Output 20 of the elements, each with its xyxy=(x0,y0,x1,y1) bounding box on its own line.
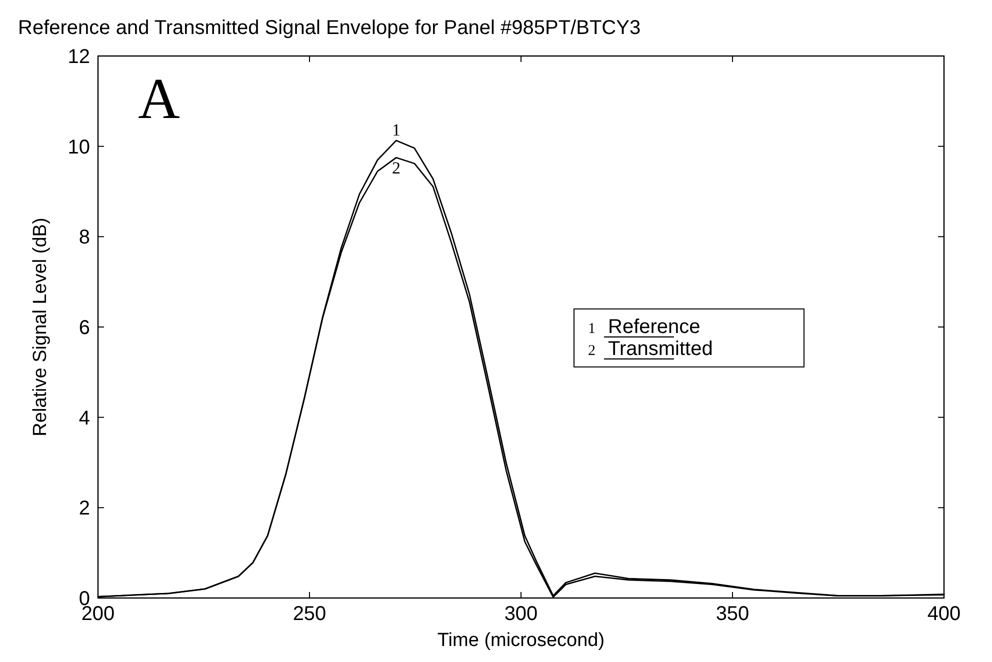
annotation: 2 xyxy=(392,158,400,178)
y-tick-label: 10 xyxy=(68,136,90,158)
x-axis-title: Time (microsecond) xyxy=(437,630,605,651)
y-tick-label: 4 xyxy=(78,407,90,430)
text: Reference xyxy=(608,316,700,338)
x-tick-label: 300 xyxy=(504,603,538,625)
legend-label: Transmitted xyxy=(608,338,713,360)
x-tick-label: 350 xyxy=(716,603,750,625)
x-tick-label: 400 xyxy=(927,603,961,625)
y-axis-title: Relative Signal Level (dB) xyxy=(30,218,51,436)
annotation: 1 xyxy=(392,120,400,140)
x-tick-label: 250 xyxy=(292,603,326,625)
y-tick-label: 8 xyxy=(78,226,90,249)
y-tick-label: 6 xyxy=(78,317,90,339)
text: 1 xyxy=(588,320,596,337)
y-tick-label: 12 xyxy=(68,46,90,68)
y-tick-label: 2 xyxy=(78,498,90,520)
annotation: A xyxy=(138,66,180,131)
text: 2 xyxy=(588,342,596,359)
chart-title: Reference and Transmitted Signal Envelope for Panel #985PT/BTCY3 xyxy=(18,17,641,39)
